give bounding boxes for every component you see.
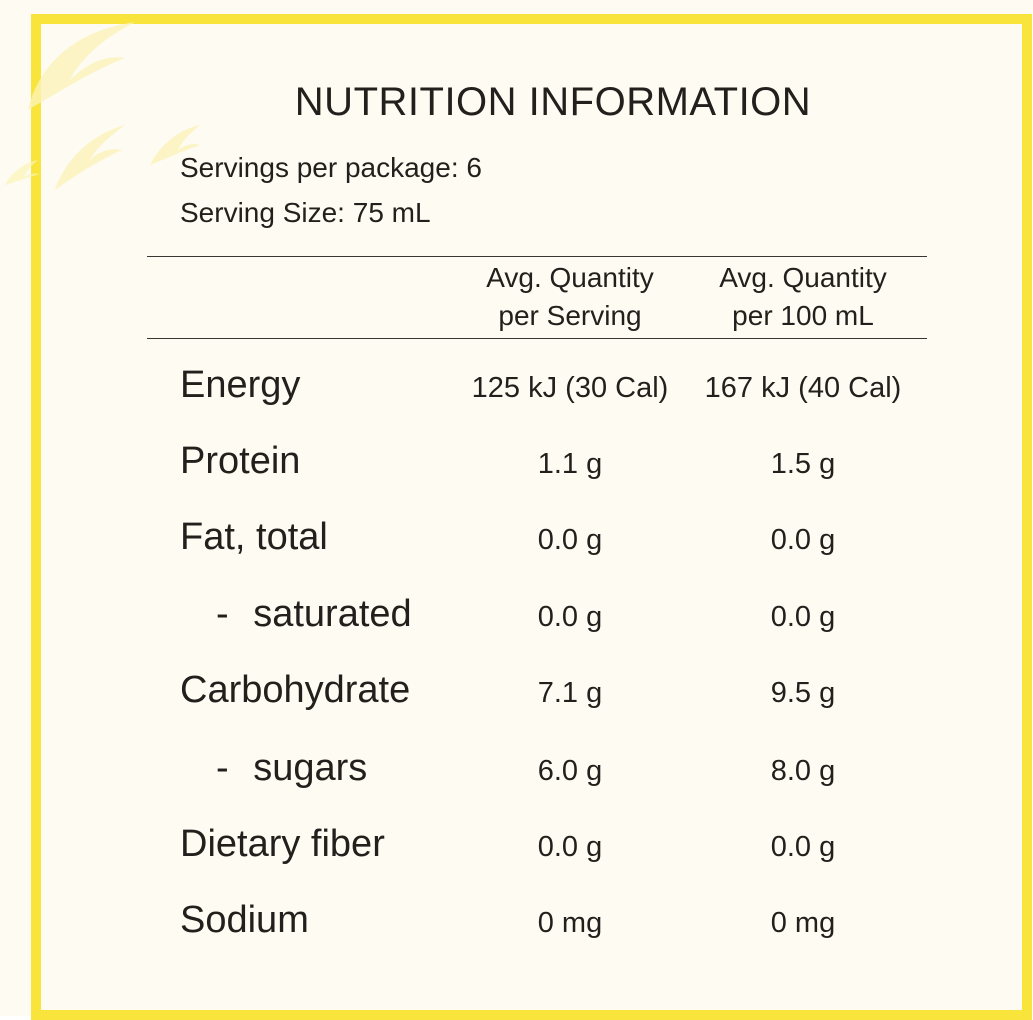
nutrient-label: Energy — [180, 364, 301, 406]
nutrient-label: - saturated — [216, 593, 412, 635]
nutrient-label: Protein — [180, 440, 301, 482]
nutrient-value: 6.0 g — [537, 755, 603, 787]
column-header: Avg. Quantity per 100 mL — [719, 262, 887, 331]
nutrient-value: 0.0 g — [537, 831, 603, 863]
nutrient-value: 1.5 g — [770, 448, 836, 480]
nutrient-value: 125 kJ (30 Cal) — [471, 372, 669, 404]
nutrient-value: 0.0 g — [537, 524, 603, 556]
rule — [147, 256, 927, 257]
serving-size: Serving Size: 75 mL — [180, 197, 431, 228]
column-header: Avg. Quantity per Serving — [486, 262, 654, 331]
bird-decoration — [5, 22, 200, 190]
servings-per-package: Servings per package: 6 — [180, 152, 482, 183]
nutrient-value: 0 mg — [537, 907, 603, 939]
nutrient-value: 167 kJ (40 Cal) — [704, 372, 902, 404]
border-frame — [31, 14, 1032, 1020]
nutrient-label: Fat, total — [180, 516, 328, 558]
nutrient-label: Sodium — [180, 899, 309, 941]
title: NUTRITION INFORMATION — [294, 80, 812, 124]
nutrient-value: 0.0 g — [770, 601, 836, 633]
nutrient-value: 0.0 g — [770, 831, 836, 863]
rule — [147, 338, 927, 339]
nutrient-value: 8.0 g — [770, 755, 836, 787]
nutrient-value: 1.1 g — [537, 448, 603, 480]
nutrient-label: - sugars — [216, 747, 368, 789]
nutrient-value: 0 mg — [770, 907, 836, 939]
nutrient-value: 0.0 g — [770, 524, 836, 556]
nutrient-value: 0.0 g — [537, 601, 603, 633]
nutrient-label: Dietary fiber — [180, 823, 385, 865]
nutrient-value: 9.5 g — [770, 677, 836, 709]
nutrient-label: Carbohydrate — [180, 669, 411, 711]
nutrient-value: 7.1 g — [537, 677, 603, 709]
